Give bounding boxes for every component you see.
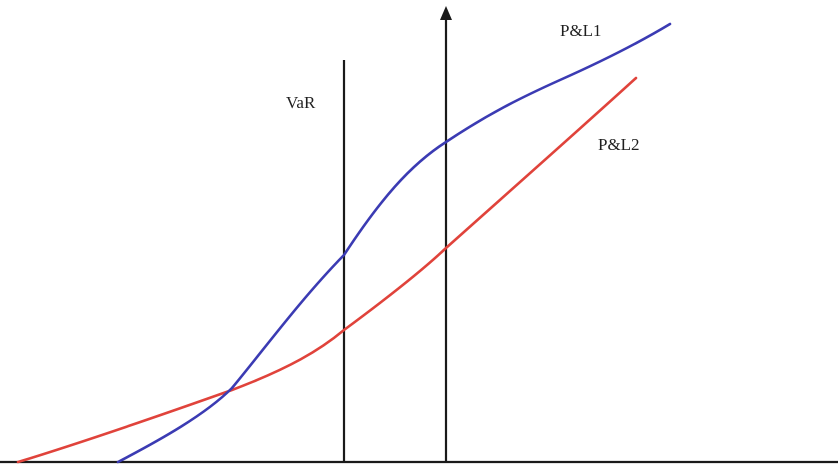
pl1-curve bbox=[116, 22, 672, 464]
y-axis-arrowhead bbox=[440, 6, 452, 20]
pl1-label: P&L1 bbox=[560, 21, 602, 40]
pl2-curve bbox=[16, 76, 638, 464]
pl2-label: P&L2 bbox=[598, 135, 640, 154]
var-label: VaR bbox=[286, 93, 316, 112]
